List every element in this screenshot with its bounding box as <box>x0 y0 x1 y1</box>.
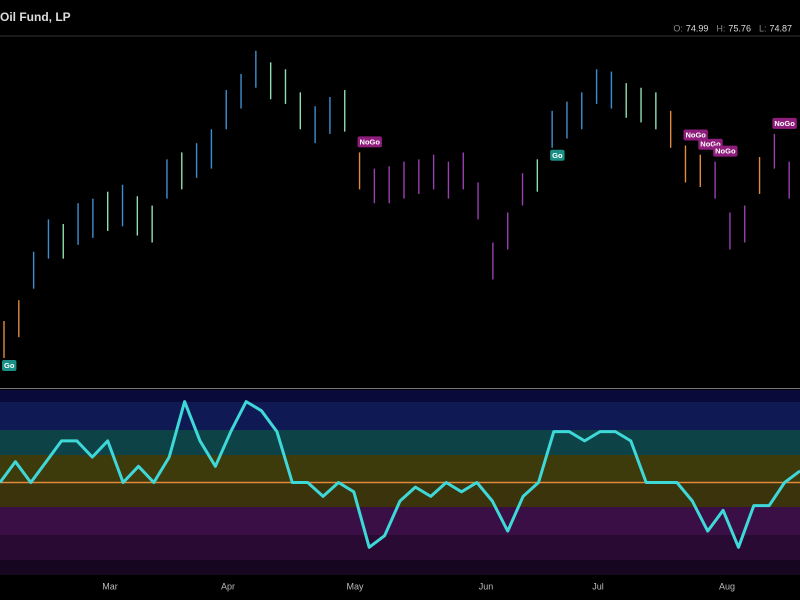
signal: Go <box>550 149 565 161</box>
signal: NoGo <box>772 117 797 129</box>
signal-box <box>2 359 17 371</box>
signal-box <box>772 117 797 129</box>
band <box>0 455 800 481</box>
band <box>0 507 800 535</box>
band <box>0 402 800 430</box>
oscillator-line <box>0 400 800 549</box>
quote-value: 75.76 <box>728 23 751 33</box>
signal-label: NoGo <box>774 119 795 128</box>
signal: Go <box>2 359 17 371</box>
band <box>0 430 800 455</box>
signal: NoGo <box>713 145 738 157</box>
quote-label: H: <box>716 23 725 33</box>
signal: NoGo <box>683 129 708 141</box>
x-tick-label: Mar <box>102 581 118 591</box>
signal-label: NoGo <box>700 140 721 149</box>
band <box>0 535 800 560</box>
signal-label: Go <box>552 151 563 160</box>
x-tick-label: Jun <box>479 581 494 591</box>
x-tick-label: Apr <box>221 581 235 591</box>
quote-value: 74.99 <box>686 23 709 33</box>
band <box>0 390 800 402</box>
signal: NoGo <box>357 136 382 148</box>
signal-box <box>713 145 738 157</box>
signal-box <box>683 129 708 141</box>
signal-box <box>357 136 382 148</box>
signal-label: NoGo <box>715 147 736 156</box>
x-tick-label: Jul <box>592 581 604 591</box>
quote-value: 74.87 <box>769 23 792 33</box>
signal-label: NoGo <box>685 130 706 139</box>
signal-label: NoGo <box>360 137 381 146</box>
quote-label: L: <box>759 23 767 33</box>
band <box>0 560 800 575</box>
x-tick-label: Aug <box>719 581 735 591</box>
chart-title: Oil Fund, LP <box>0 10 71 24</box>
x-tick-label: May <box>346 581 364 591</box>
signal-box <box>550 149 565 161</box>
quote-label: O: <box>673 23 683 33</box>
signal-label: Go <box>4 361 15 370</box>
